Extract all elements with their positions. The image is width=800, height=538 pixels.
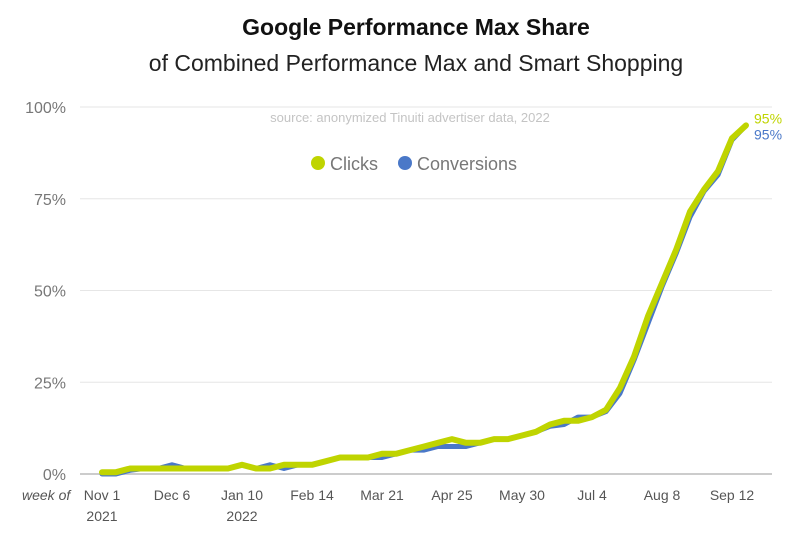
y-tick-label: 75%: [34, 192, 66, 209]
series-line-clicks: [99, 122, 749, 476]
chart-title: Google Performance Max Share: [242, 14, 590, 40]
x-tick-label: Jan 10: [221, 487, 263, 503]
x-axis-label: week of: [22, 487, 72, 503]
y-tick-label: 0%: [43, 467, 66, 484]
legend-clicks-label: Clicks: [330, 154, 378, 174]
x-tick-label: May 30: [499, 487, 545, 503]
x-tick-label: Dec 6: [154, 487, 191, 503]
chart-subtitle: of Combined Performance Max and Smart Sh…: [148, 50, 684, 76]
y-tick-label: 50%: [34, 284, 66, 301]
x-tick-label: Sep 12: [710, 487, 755, 503]
y-tick-label: 100%: [25, 100, 66, 117]
legend-conversions-marker: [398, 156, 412, 170]
end-label-conversions: 95%: [754, 126, 782, 142]
series-line-conversions: [99, 122, 749, 477]
x-tick-label: Jul 4: [577, 487, 607, 503]
x-tick-label: Nov 1: [84, 487, 121, 503]
x-tick-label: Feb 14: [290, 487, 334, 503]
x-tick-label: Mar 21: [360, 487, 404, 503]
legend-conversions-label: Conversions: [417, 154, 517, 174]
x-tick-label: Aug 8: [644, 487, 681, 503]
end-label-clicks: 95%: [754, 110, 782, 126]
x-tick-year: 2021: [86, 508, 117, 524]
y-tick-label: 25%: [34, 375, 66, 392]
x-tick-label: Apr 25: [431, 487, 472, 503]
legend: Clicks Conversions: [311, 154, 517, 174]
legend-clicks-marker: [311, 156, 325, 170]
x-tick-year: 2022: [226, 508, 257, 524]
source-note: source: anonymized Tinuiti advertiser da…: [270, 110, 550, 125]
